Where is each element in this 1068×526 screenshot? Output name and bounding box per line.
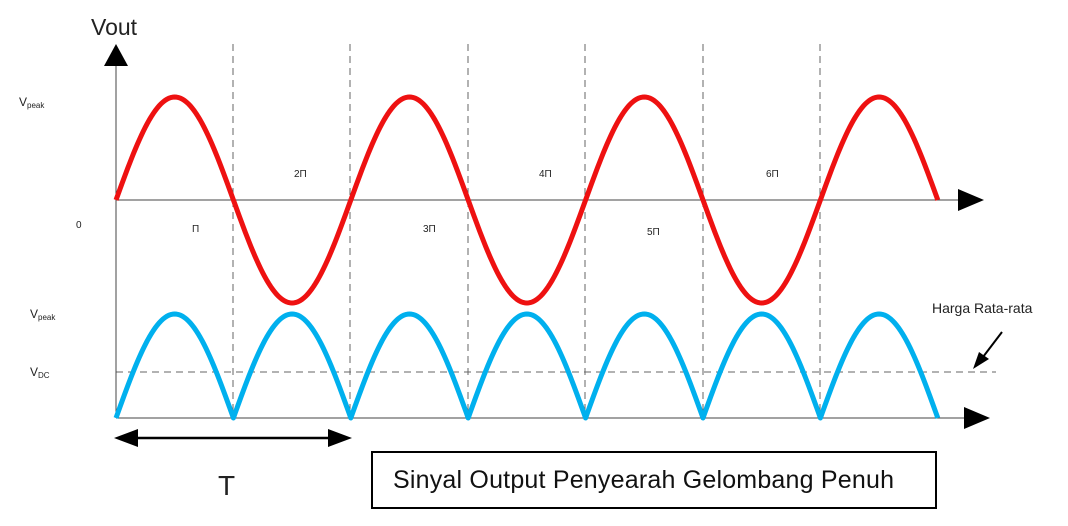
input-sine-wave (113, 94, 941, 306)
period-label: T (218, 470, 235, 501)
phase-label-3pi: 3Π (423, 224, 436, 235)
rectified-output-wave (113, 311, 941, 421)
phase-label-2pi: 2Π (294, 169, 307, 180)
lower-axis-arrow (964, 407, 990, 429)
period-markers (232, 44, 821, 418)
caption-text: Sinyal Output Penyearah Gelombang Penuh (393, 465, 895, 494)
caption-box: Sinyal Output Penyearah Gelombang Penuh (371, 451, 937, 509)
vpeak-bottom-label: Vpeak (30, 307, 56, 322)
period-arrow-left-head (114, 429, 138, 447)
period-arrow-right-head (328, 429, 352, 447)
phase-label-4pi: 4Π (539, 169, 552, 180)
phase-label-pi: Π (192, 224, 199, 235)
average-pointer-line (982, 331, 1003, 358)
average-label: Harga Rata-rata (932, 300, 1033, 316)
vpeak-top-label: Vpeak (19, 95, 45, 110)
origin-label: 0 (76, 220, 82, 231)
vdc-label: VDC (30, 365, 50, 380)
average-pointer-arrowhead (973, 352, 989, 369)
y-axis-arrow (104, 44, 128, 66)
y-axis-label: Vout (91, 14, 138, 40)
upper-axis-arrow (958, 189, 984, 211)
phase-label-6pi: 6Π (766, 169, 779, 180)
phase-label-5pi: 5Π (647, 227, 660, 238)
